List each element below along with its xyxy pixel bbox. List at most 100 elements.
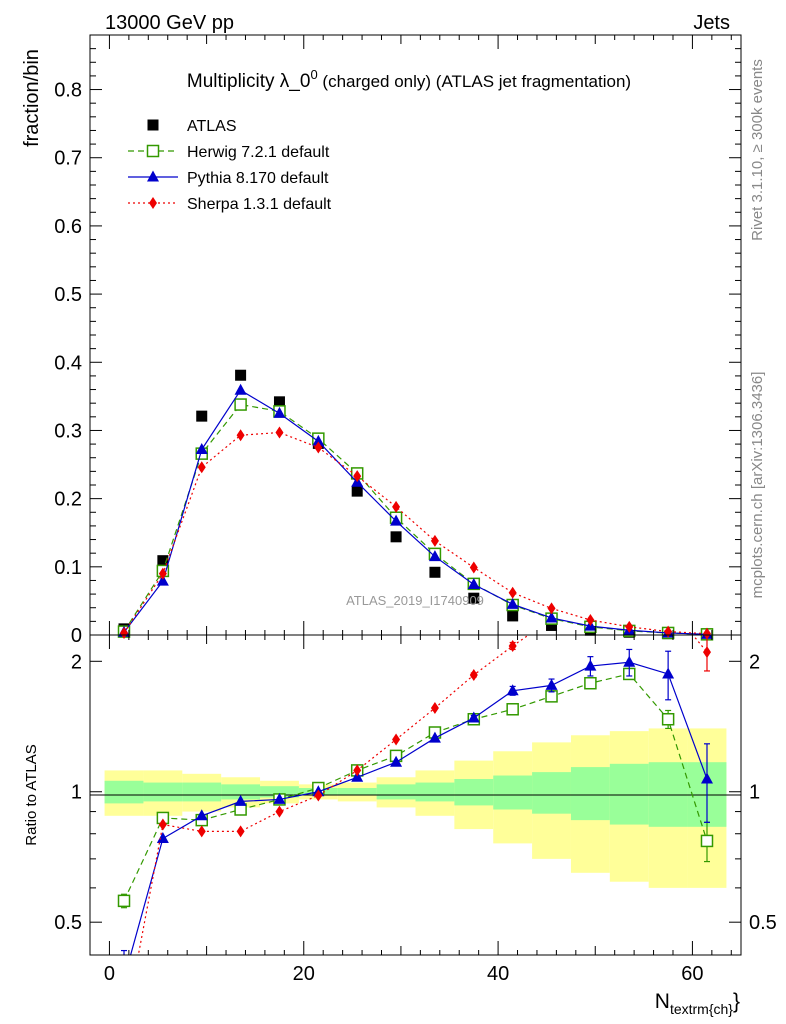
pythia-main-point [506, 597, 519, 609]
sherpa-main-point [430, 534, 439, 547]
sherpa-ratio-group [137, 635, 711, 955]
mcplots-label: mcplots.cern.ch [arXiv:1306.3436] [749, 372, 766, 599]
atlas-main-point [468, 592, 480, 604]
pythia-ratio-point [195, 809, 208, 821]
ratio-band-inner [260, 786, 299, 798]
sherpa-main-line [123, 431, 708, 635]
sherpa-main-point [547, 602, 556, 615]
pythia-ratio-point [662, 667, 675, 679]
sherpa-ratio-point [469, 668, 478, 681]
ratio-y-tick-label: 2 [71, 651, 82, 673]
sherpa-main-point [353, 470, 362, 483]
header-left: 13000 GeV pp [105, 12, 234, 34]
main-y-tick-label: 0.7 [54, 148, 82, 170]
atlas-main-point [390, 531, 402, 543]
atlas-legend-label: ATLAS [187, 118, 237, 135]
ratio-band-inner [609, 763, 649, 825]
ratio-band-inner [454, 779, 494, 806]
sherpa-main-point [236, 429, 245, 442]
ratio-band-inner [376, 784, 416, 800]
atlas-main-point [273, 396, 285, 408]
ratio-y-tick-label: 0.5 [54, 912, 82, 934]
pythia-ratio-point [623, 655, 636, 667]
herwig-ratio-point [700, 834, 714, 848]
sherpa-ratio-point [158, 818, 167, 831]
atlas-main-point [507, 610, 519, 622]
pythia-ratio-point [467, 711, 480, 723]
main-y-tick-label: 0.6 [54, 216, 82, 238]
pythia-main-point [390, 514, 403, 526]
herwig-legend-marker [146, 144, 160, 158]
sherpa-ratio-point [236, 825, 245, 838]
atlas-main-point [351, 485, 363, 497]
main-y-tick-label: 0.8 [54, 80, 82, 102]
herwig-legend-label: Herwig 7.2.1 default [187, 144, 330, 161]
ratio-band-inner [221, 784, 261, 800]
pythia-ratio-point [156, 832, 169, 844]
sherpa-main-point [314, 441, 323, 454]
sherpa-main-point [586, 614, 595, 626]
herwig-ratio-point [117, 894, 131, 908]
sherpa-ratio-point [314, 789, 323, 802]
main-panel: 0 0.1 0.2 0.3 0.4 0.5 0.6 0.7 0.8 Multiplicity λ… [21, 34, 742, 647]
sherpa-ratio-point [353, 764, 362, 777]
sherpa-main-point [158, 567, 167, 580]
sherpa-ratio-point [508, 639, 517, 652]
pythia-ratio-point [428, 731, 441, 743]
sherpa-legend-label: Sherpa 1.3.1 default [187, 196, 332, 213]
main-y-tick-label: 0.4 [54, 352, 82, 374]
ratio-y-tick-label-right: 1 [749, 782, 760, 804]
main-y-tick-label: 0.1 [54, 557, 82, 579]
sherpa-main-point [469, 561, 478, 574]
pythia-main-point [312, 434, 325, 446]
rivet-label: Rivet 3.1.10, ≥ 300k events [749, 59, 766, 241]
pythia-ratio-group [121, 648, 713, 955]
sherpa-ratio-point [430, 702, 439, 715]
herwig-main-point [234, 398, 247, 411]
x-tick-label: 0 [104, 963, 115, 985]
main-y-tick-label: 0.3 [54, 420, 82, 442]
pythia-ratio-point [273, 792, 286, 804]
x-axis-label: Ntextrm{ch}} [655, 990, 740, 1017]
analysis-watermark: ATLAS_2019_I1740909 [346, 593, 484, 608]
sherpa-main-point [702, 627, 711, 640]
atlas-main-point [546, 619, 558, 631]
pythia-main-line [123, 389, 708, 635]
main-y-axis-label: fraction/bin [21, 49, 43, 147]
pythia-main-point [467, 578, 480, 590]
pythia-ratio-point [506, 684, 519, 696]
chart-title: Multiplicity λ_00 (charged only) (ATLAS … [187, 67, 631, 92]
pythia-ratio-point [234, 794, 247, 806]
atlas-main-point [429, 566, 441, 578]
main-y-tick-label: 0.5 [54, 284, 82, 306]
main-y-tick-label: 0 [71, 625, 82, 647]
x-tick-label: 40 [487, 963, 509, 985]
ratio-frame [89, 634, 742, 956]
sherpa-main-point [625, 620, 634, 633]
sherpa-main-point [197, 461, 206, 474]
sherpa-ratio-point [275, 805, 284, 818]
pythia-main-point [156, 574, 169, 586]
herwig-ratio-point [661, 712, 675, 726]
pythia-main-point [195, 443, 208, 455]
sherpa-main-point [392, 500, 401, 513]
herwig-ratio-point [506, 703, 519, 716]
ratio-band-inner [337, 788, 377, 796]
x-tick-label: 20 [293, 963, 315, 985]
sherpa-ratio-point [702, 646, 711, 659]
ratio-band-inner [182, 782, 222, 802]
ratio-y-axis-label: Ratio to ATLAS [23, 744, 40, 845]
sherpa-main-point [275, 426, 284, 439]
ratio-band-inner [570, 767, 610, 821]
herwig-ratio-point [584, 676, 597, 690]
sherpa-main-point [120, 626, 129, 639]
pythia-ratio-line [129, 661, 708, 955]
ratio-band-inner [493, 775, 533, 810]
atlas-legend-marker [147, 119, 159, 131]
atlas-main-point [235, 369, 247, 381]
pythia-ratio-point [584, 659, 597, 671]
sherpa-ratio-point [392, 733, 401, 746]
sherpa-ratio-line [137, 635, 708, 955]
ratio-band-inner [532, 772, 571, 814]
